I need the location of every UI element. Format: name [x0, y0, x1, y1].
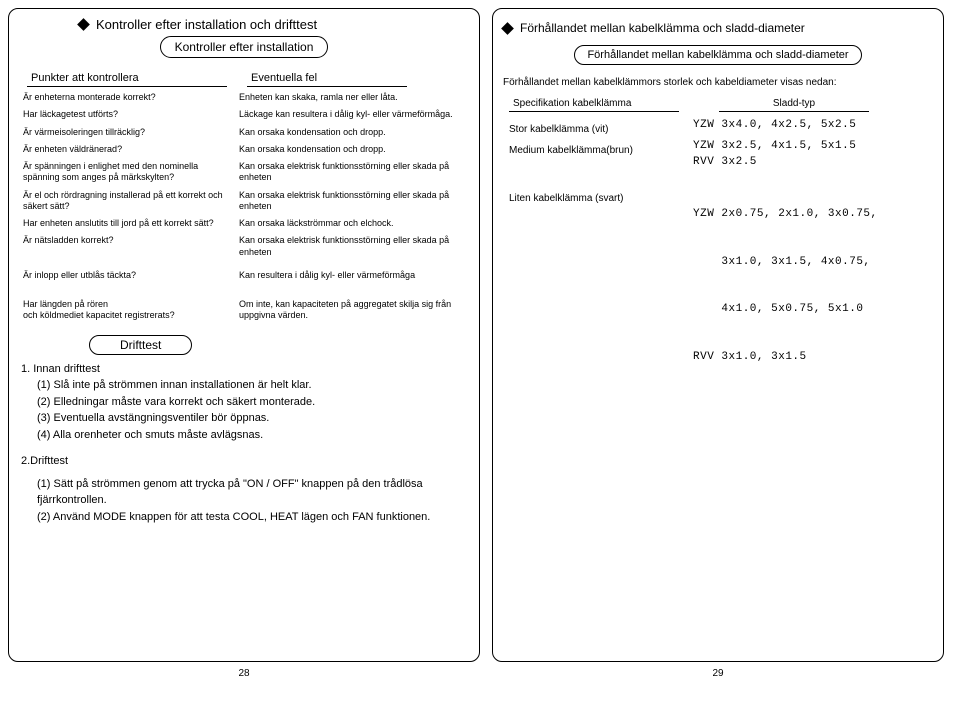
right-sub-title: Förhållandet mellan kabelklämma och slad… [574, 45, 861, 65]
table-row: Är enheterna monterade korrekt?Enheten k… [19, 89, 469, 106]
right-main-title: Förhållandet mellan kabelklämma och slad… [520, 21, 805, 35]
drifttest-title: Drifttest [89, 335, 192, 355]
cable-row: Liten kabelklämma (svart) YZW 2x0.75, 2x… [503, 173, 933, 400]
check-headers: Punkter att kontrollera Eventuella fel [19, 70, 469, 87]
pre-item: (3) Eventuella avstängningsventiler bör … [37, 410, 469, 427]
table-row: Har läckagetest utförts?Läckage kan resu… [19, 106, 469, 123]
table-row: Är spänningen i enlighet med den nominel… [19, 158, 469, 187]
table-row: Är värmeisoleringen tillräcklig?Kan orsa… [19, 124, 469, 141]
drift-item: (1) Sätt på strömmen genom att trycka på… [37, 476, 469, 509]
table-row: Är nätsladden korrekt?Kan orsaka elektri… [19, 232, 469, 261]
cable-headers: Specifikation kabelklämma Sladd-typ [503, 96, 933, 112]
right-page: Förhållandet mellan kabelklämma och slad… [492, 8, 944, 662]
header-right: Eventuella fel [247, 70, 407, 87]
pre-drifttest: 1. Innan drifttest (1) Slå inte på ström… [21, 361, 469, 444]
left-main-title: Kontroller efter installation och driftt… [96, 17, 317, 32]
drift-item: (2) Använd MODE knappen för att testa CO… [37, 509, 469, 526]
left-sub-title: Kontroller efter installation [160, 36, 329, 58]
page-number-right: 29 [712, 668, 723, 679]
cable-header-right: Sladd-typ [719, 96, 869, 112]
page-number-left: 28 [238, 668, 249, 679]
drifttest-block: 2.Drifttest (1) Sätt på strömmen genom a… [21, 453, 469, 525]
table-row: Är enheten väldränerad?Kan orsaka konden… [19, 141, 469, 158]
left-main-title-row: Kontroller efter installation och driftt… [79, 17, 469, 32]
right-main-title-row: Förhållandet mellan kabelklämma och slad… [503, 21, 933, 35]
cable-header-left: Specifikation kabelklämma [509, 96, 679, 112]
diamond-icon [77, 18, 90, 31]
pre-item: (2) Elledningar måste vara korrekt och s… [37, 394, 469, 411]
cable-row: Medium kabelklämma(brun) YZW 3x2.5, 4x1.… [503, 137, 933, 173]
left-page: Kontroller efter installation och driftt… [8, 8, 480, 662]
table-row: Har längden på rören och köldmediet kapa… [19, 296, 469, 325]
header-left: Punkter att kontrollera [27, 70, 227, 87]
diamond-icon [501, 22, 514, 35]
right-intro: Förhållandet mellan kabelklämmors storle… [503, 77, 933, 88]
table-row: Är inlopp eller utblås täckta?Kan result… [19, 267, 469, 284]
check-table: Är enheterna monterade korrekt?Enheten k… [19, 89, 469, 325]
table-row: Har enheten anslutits till jord på ett k… [19, 215, 469, 232]
pre-item: (4) Alla orenheter och smuts måste avläg… [37, 427, 469, 444]
pre-item: (1) Slå inte på strömmen innan installat… [37, 377, 469, 394]
pre-lead: 1. Innan drifttest [21, 363, 100, 375]
table-row: Är el och rördragning installerad på ett… [19, 187, 469, 216]
drift-lead: 2.Drifttest [21, 455, 68, 467]
cable-row: Stor kabelklämma (vit) YZW 3x4.0, 4x2.5,… [503, 116, 933, 137]
right-sub-wrap: Förhållandet mellan kabelklämma och slad… [503, 45, 933, 65]
left-sub-wrap: Kontroller efter installation [19, 36, 469, 64]
